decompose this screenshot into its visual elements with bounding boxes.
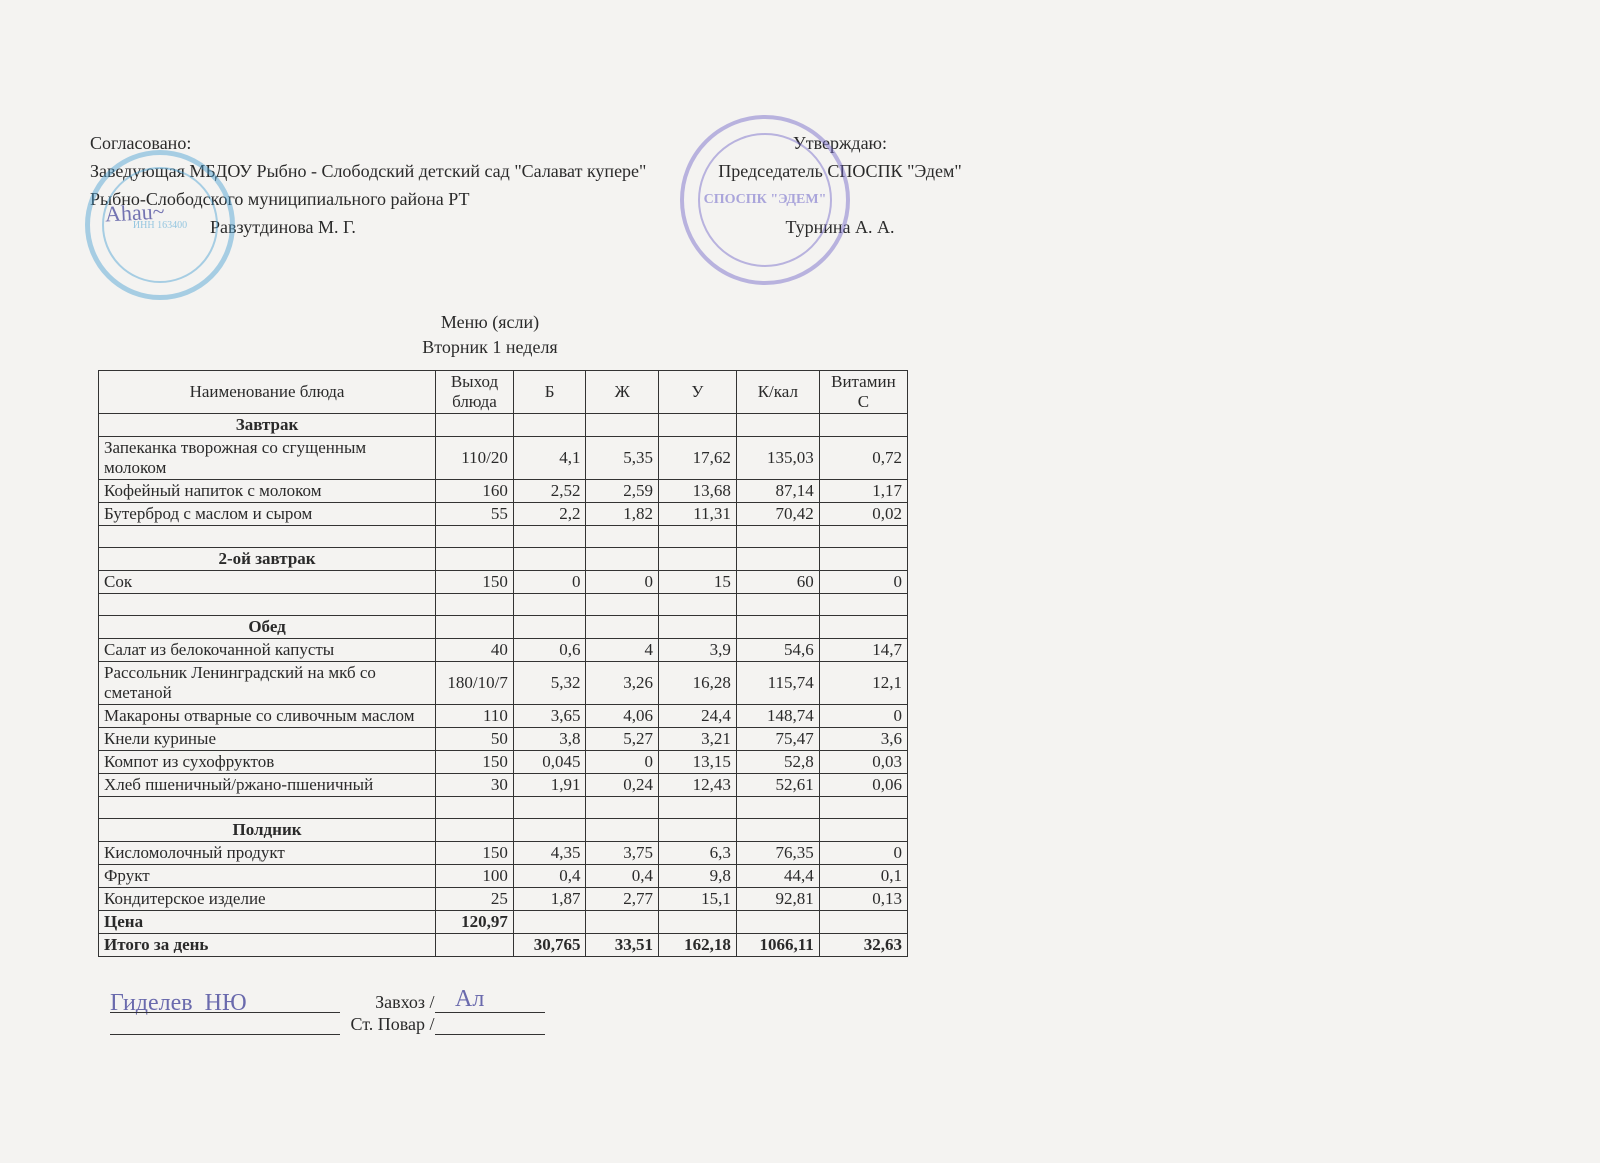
menu-title: Меню (ясли) Вторник 1 неделя <box>90 310 890 360</box>
price-row: Цена120,97 <box>99 911 908 934</box>
table-row: Запеканка творожная со сгущенным молоком… <box>99 437 908 480</box>
table-row: Кисломолочный продукт1504,353,756,376,35… <box>99 842 908 865</box>
footer-role-zavhoz: Завхоз / <box>375 992 434 1012</box>
table-row <box>99 526 908 548</box>
section-title: 2-ой завтрак <box>99 548 436 571</box>
table-row <box>99 594 908 616</box>
total-row: Итого за день30,76533,51162,181066,1132,… <box>99 934 908 957</box>
approval-left-signer: Равзутдинова М. Г. <box>210 214 646 242</box>
approval-right-block: Утверждаю: Председатель СПОСПК "Эдем" Ту… <box>690 130 990 242</box>
table-row <box>99 797 908 819</box>
table-row: Кофейный напиток с молоком1602,522,5913,… <box>99 480 908 503</box>
table-row: Рассольник Ленинградский на мкб со смета… <box>99 662 908 705</box>
section-row: Обед <box>99 616 908 639</box>
table-row: Кнели куриные503,85,273,2175,473,6 <box>99 728 908 751</box>
table-header-row: Наименование блюда Выход блюда Б Ж У К/к… <box>99 371 908 414</box>
section-title: Завтрак <box>99 414 436 437</box>
menu-title-line1: Меню (ясли) <box>90 310 890 335</box>
menu-title-line2: Вторник 1 неделя <box>90 335 890 360</box>
table-row: Фрукт1000,40,49,844,40,1 <box>99 865 908 888</box>
menu-table: Наименование блюда Выход блюда Б Ж У К/к… <box>98 370 908 957</box>
table-row: Кондитерское изделие251,872,7715,192,810… <box>99 888 908 911</box>
table-row: Сок1500015600 <box>99 571 908 594</box>
footer-signatures: Гиделев НЮ Ал Завхоз / Ст. Повар / <box>110 992 660 1042</box>
signature-left-icon: Ahau~ <box>104 198 165 227</box>
col-vitc: Витамин С <box>819 371 907 414</box>
table-row: Макароны отварные со сливочным маслом110… <box>99 705 908 728</box>
footer-role-povar: Ст. Повар / <box>350 1014 434 1034</box>
approval-left-line1: Согласовано: <box>90 130 646 158</box>
section-title: Полдник <box>99 819 436 842</box>
section-row: Полдник <box>99 819 908 842</box>
table-row: Хлеб пшеничный/ржано-пшеничный301,910,24… <box>99 774 908 797</box>
table-row: Бутерброд с маслом и сыром552,21,8211,31… <box>99 503 908 526</box>
table-row: Салат из белокочанной капусты400,643,954… <box>99 639 908 662</box>
section-row: Завтрак <box>99 414 908 437</box>
section-row: 2-ой завтрак <box>99 548 908 571</box>
approval-left-line3: Рыбно-Слободского муниципиального района… <box>90 186 646 214</box>
approval-right-signer: Турнина А. А. <box>690 214 990 242</box>
col-u: У <box>659 371 737 414</box>
section-title: Обед <box>99 616 436 639</box>
table-row: Компот из сухофруктов1500,045013,1552,80… <box>99 751 908 774</box>
approval-right-line2: Председатель СПОСПК "Эдем" <box>690 158 990 186</box>
approval-left-block: Согласовано: Заведующая МБДОУ Рыбно - Сл… <box>90 130 646 242</box>
col-out: Выход блюда <box>436 371 514 414</box>
col-zh: Ж <box>586 371 659 414</box>
approval-header: Согласовано: Заведующая МБДОУ Рыбно - Сл… <box>90 130 1510 310</box>
col-name: Наименование блюда <box>99 371 436 414</box>
approval-left-line2: Заведующая МБДОУ Рыбно - Слободский детс… <box>90 158 646 186</box>
approval-right-line1: Утверждаю: <box>690 130 990 158</box>
col-b: Б <box>513 371 586 414</box>
col-kcal: К/кал <box>736 371 819 414</box>
